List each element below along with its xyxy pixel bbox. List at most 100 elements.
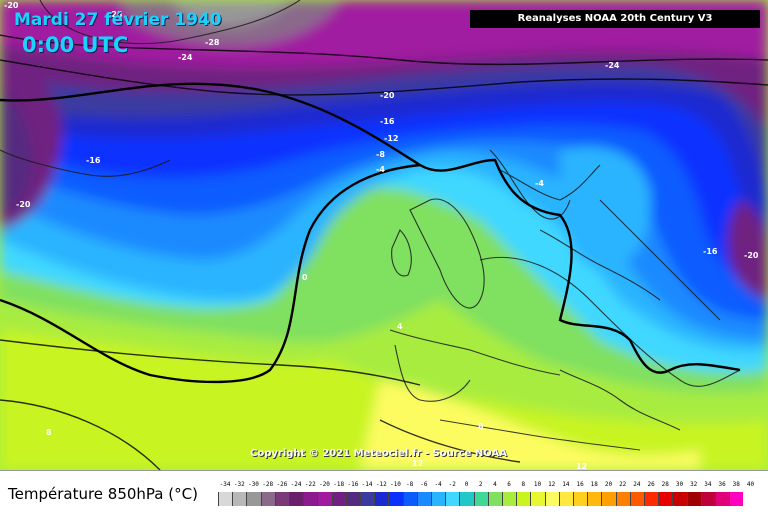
- legend-tick: -2: [448, 481, 456, 488]
- legend-tick: 28: [661, 481, 669, 488]
- legend-swatch: [388, 492, 403, 506]
- legend-swatch: [715, 492, 730, 506]
- legend-swatch: [232, 492, 247, 506]
- legend-swatch: [502, 492, 517, 506]
- legend-tick: -20: [319, 481, 330, 488]
- legend-swatch: [672, 492, 687, 506]
- legend-swatch: [260, 492, 275, 506]
- legend-tick: 32: [690, 481, 698, 488]
- legend-tick: -24: [290, 481, 302, 488]
- legend-tick: 8: [521, 481, 526, 488]
- contour-label: -4: [535, 179, 544, 188]
- legend-swatch: [317, 492, 332, 506]
- legend-swatch: [289, 492, 304, 506]
- legend-swatch: [431, 492, 446, 506]
- legend-tick: -18: [333, 481, 345, 488]
- color-scale: -34 -32 -30 -28 -26 -24 -22 -20 -18 -16 -14 -12 -10-…: [216, 475, 755, 509]
- contour-label: -20: [380, 91, 395, 100]
- source-banner: Reanalyses NOAA 20th Century V3: [470, 10, 760, 28]
- legend-tick: -28: [262, 481, 274, 488]
- legend-tick: -14: [361, 481, 373, 488]
- contour-label: -28: [205, 38, 220, 47]
- legend-swatch: [573, 492, 588, 506]
- legend-swatch: [445, 492, 460, 506]
- legend-tick: 14: [562, 481, 570, 488]
- legend-tick: -4: [434, 481, 442, 488]
- legend-swatch: [402, 492, 417, 506]
- legend-tick: 36: [718, 481, 726, 488]
- legend-tick: -32: [233, 481, 245, 488]
- legend-swatch: [658, 492, 673, 506]
- legend-tick: -12: [375, 481, 387, 488]
- legend-tick: 16: [576, 481, 584, 488]
- contour-label: -20: [16, 200, 31, 209]
- legend-swatch: [487, 492, 502, 506]
- copyright-label: Copyright © 2021 Meteociel.fr - Source N…: [250, 448, 507, 459]
- legend-swatch: [374, 492, 389, 506]
- legend-tick: 10: [533, 481, 542, 488]
- legend-swatch: [530, 492, 545, 506]
- legend-tick: 2: [478, 481, 483, 488]
- contour-label: 8: [46, 428, 52, 437]
- contour-label: -28: [108, 10, 123, 19]
- legend-tick: -6: [420, 481, 428, 488]
- legend-title: Température 850hPa (°C): [8, 485, 198, 503]
- legend-tick: -34: [219, 481, 231, 488]
- color-legend: Température 850hPa (°C) -34 -32 -30 -28 -26-…: [0, 470, 768, 512]
- legend-swatch: [516, 492, 531, 506]
- contour-label: -20: [4, 1, 19, 10]
- legend-swatch: [700, 492, 715, 506]
- legend-tick: 38: [732, 481, 740, 488]
- legend-tick: 12: [548, 481, 556, 488]
- legend-tick: -26: [276, 481, 288, 488]
- legend-swatch: [644, 492, 659, 506]
- legend-swatch: [473, 492, 488, 506]
- contour-lines: [0, 34, 768, 470]
- legend-tick: 30: [675, 481, 684, 488]
- legend-tick: -10: [390, 481, 401, 488]
- legend-swatch: [629, 492, 644, 506]
- legend-swatch: [303, 492, 318, 506]
- legend-tick: 18: [590, 481, 598, 488]
- legend-swatch: [686, 492, 701, 506]
- legend-tick: 6: [507, 481, 511, 488]
- legend-swatch: [587, 492, 602, 506]
- legend-tick: -16: [347, 481, 359, 488]
- legend-swatch: [416, 492, 431, 506]
- legend-swatch: [345, 492, 360, 506]
- contour-label: 8: [478, 422, 484, 431]
- contour-label: -16: [703, 247, 718, 256]
- legend-swatch: [360, 492, 375, 506]
- date-label: Mardi 27 février 1940: [14, 10, 222, 30]
- contour-label: 12: [412, 459, 423, 468]
- legend-tick: 4: [493, 481, 497, 488]
- legend-tick: 24: [633, 481, 641, 488]
- legend-tick: 0: [464, 481, 469, 488]
- legend-tick: 20: [604, 481, 613, 488]
- temperature-map: -20 -28 -28 -24 -24 -20 -16 -12 -8 -4 0 …: [0, 0, 768, 470]
- coastlines: [0, 0, 741, 451]
- legend-tick: 22: [619, 481, 627, 488]
- legend-tick: 40: [746, 481, 755, 488]
- contour-label: -16: [380, 117, 395, 126]
- contour-label: -8: [376, 150, 385, 159]
- legend-swatch: [615, 492, 630, 506]
- legend-swatch: [246, 492, 261, 506]
- legend-tick: -30: [248, 481, 259, 488]
- legend-swatch: [218, 492, 233, 506]
- contour-label: -4: [376, 165, 385, 174]
- contour-label: -16: [86, 156, 101, 165]
- contour-label: 12: [576, 462, 587, 470]
- legend-swatch: [331, 492, 346, 506]
- legend-tick: 34: [704, 481, 712, 488]
- legend-tick: -22: [304, 481, 316, 488]
- legend-swatch: [729, 492, 744, 506]
- legend-swatch: [601, 492, 616, 506]
- legend-tick: 26: [647, 481, 655, 488]
- time-label: 0:00 UTC: [22, 33, 129, 57]
- legend-swatch: [558, 492, 573, 506]
- legend-swatch: [274, 492, 289, 506]
- contour-label: -20: [744, 251, 759, 260]
- legend-swatch: [544, 492, 559, 506]
